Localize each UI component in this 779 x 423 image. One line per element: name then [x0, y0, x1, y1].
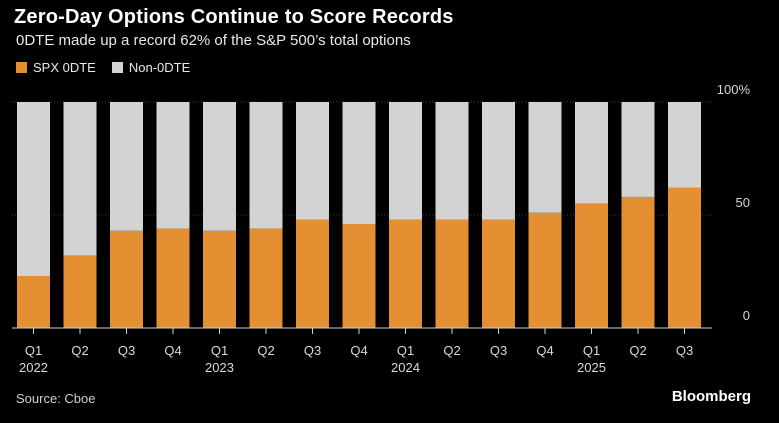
- bar-spx-0dte: [203, 230, 236, 328]
- bar-non-0dte: [249, 102, 283, 229]
- bar-spx-0dte: [528, 212, 562, 328]
- x-tick-label: Q2: [629, 343, 646, 358]
- x-tick-label: Q3: [118, 343, 135, 358]
- source-note: Source: Cboe: [16, 391, 96, 406]
- bar-spx-0dte: [668, 187, 701, 328]
- x-tick-label: Q1: [583, 343, 600, 358]
- bar-spx-0dte: [63, 255, 97, 328]
- bar-spx-0dte: [482, 219, 515, 328]
- bar-spx-0dte: [575, 203, 608, 328]
- x-tick-label: Q3: [676, 343, 693, 358]
- bar-spx-0dte: [342, 224, 376, 328]
- x-tick-label: Q1: [211, 343, 228, 358]
- bar-non-0dte: [17, 102, 50, 277]
- bar-non-0dte: [389, 102, 422, 220]
- y-tick-label: 0: [743, 308, 750, 323]
- x-tick-label: Q2: [257, 343, 274, 358]
- bar-non-0dte: [482, 102, 515, 220]
- x-tick-label: Q4: [536, 343, 553, 358]
- bar-spx-0dte: [296, 219, 329, 328]
- bar-spx-0dte: [389, 219, 422, 328]
- x-tick-label: Q3: [304, 343, 321, 358]
- y-tick-label: 50: [736, 195, 750, 210]
- bar-non-0dte: [621, 102, 655, 197]
- legend-swatch-non-0dte: [111, 62, 123, 73]
- x-year-label: 2024: [391, 360, 420, 375]
- bar-spx-0dte: [110, 230, 143, 328]
- x-tick-label: Q2: [71, 343, 88, 358]
- x-tick-label: Q2: [443, 343, 460, 358]
- bar-non-0dte: [156, 102, 190, 229]
- x-year-label: 2025: [577, 360, 606, 375]
- bar-non-0dte: [296, 102, 329, 220]
- legend-swatch-spx-0dte: [16, 62, 27, 73]
- chart-title: Zero-Day Options Continue to Score Recor…: [14, 6, 454, 28]
- x-tick-label: Q4: [350, 343, 367, 358]
- x-tick-label: Q1: [25, 343, 42, 358]
- bar-non-0dte: [435, 102, 469, 220]
- bar-spx-0dte: [435, 219, 469, 328]
- legend: SPX 0DTE Non-0DTE: [16, 60, 206, 75]
- bar-non-0dte: [668, 102, 701, 188]
- y-tick-label: 100%: [717, 82, 751, 97]
- bar-spx-0dte: [17, 276, 50, 328]
- bar-non-0dte: [110, 102, 143, 231]
- bloomberg-logo: Bloomberg: [671, 388, 751, 405]
- legend-item-non-0dte: Non-0DTE: [111, 60, 191, 75]
- legend-label-non-0dte: Non-0DTE: [128, 60, 191, 75]
- bar-non-0dte: [63, 102, 97, 256]
- chart-subtitle: 0DTE made up a record 62% of the S&P 500…: [16, 32, 411, 49]
- x-year-label: 2023: [205, 360, 234, 375]
- bar-spx-0dte: [621, 196, 655, 328]
- x-tick-label: Q3: [490, 343, 507, 358]
- bar-spx-0dte: [156, 228, 190, 328]
- x-tick-label: Q4: [164, 343, 181, 358]
- bar-non-0dte: [575, 102, 608, 204]
- x-tick-label: Q1: [397, 343, 414, 358]
- bar-non-0dte: [342, 102, 376, 225]
- legend-item-spx-0dte: SPX 0DTE: [16, 60, 96, 75]
- bar-spx-0dte: [249, 228, 283, 328]
- bar-non-0dte: [528, 102, 562, 213]
- legend-label-spx-0dte: SPX 0DTE: [33, 60, 96, 75]
- x-year-label: 2022: [19, 360, 48, 375]
- bar-non-0dte: [203, 102, 236, 231]
